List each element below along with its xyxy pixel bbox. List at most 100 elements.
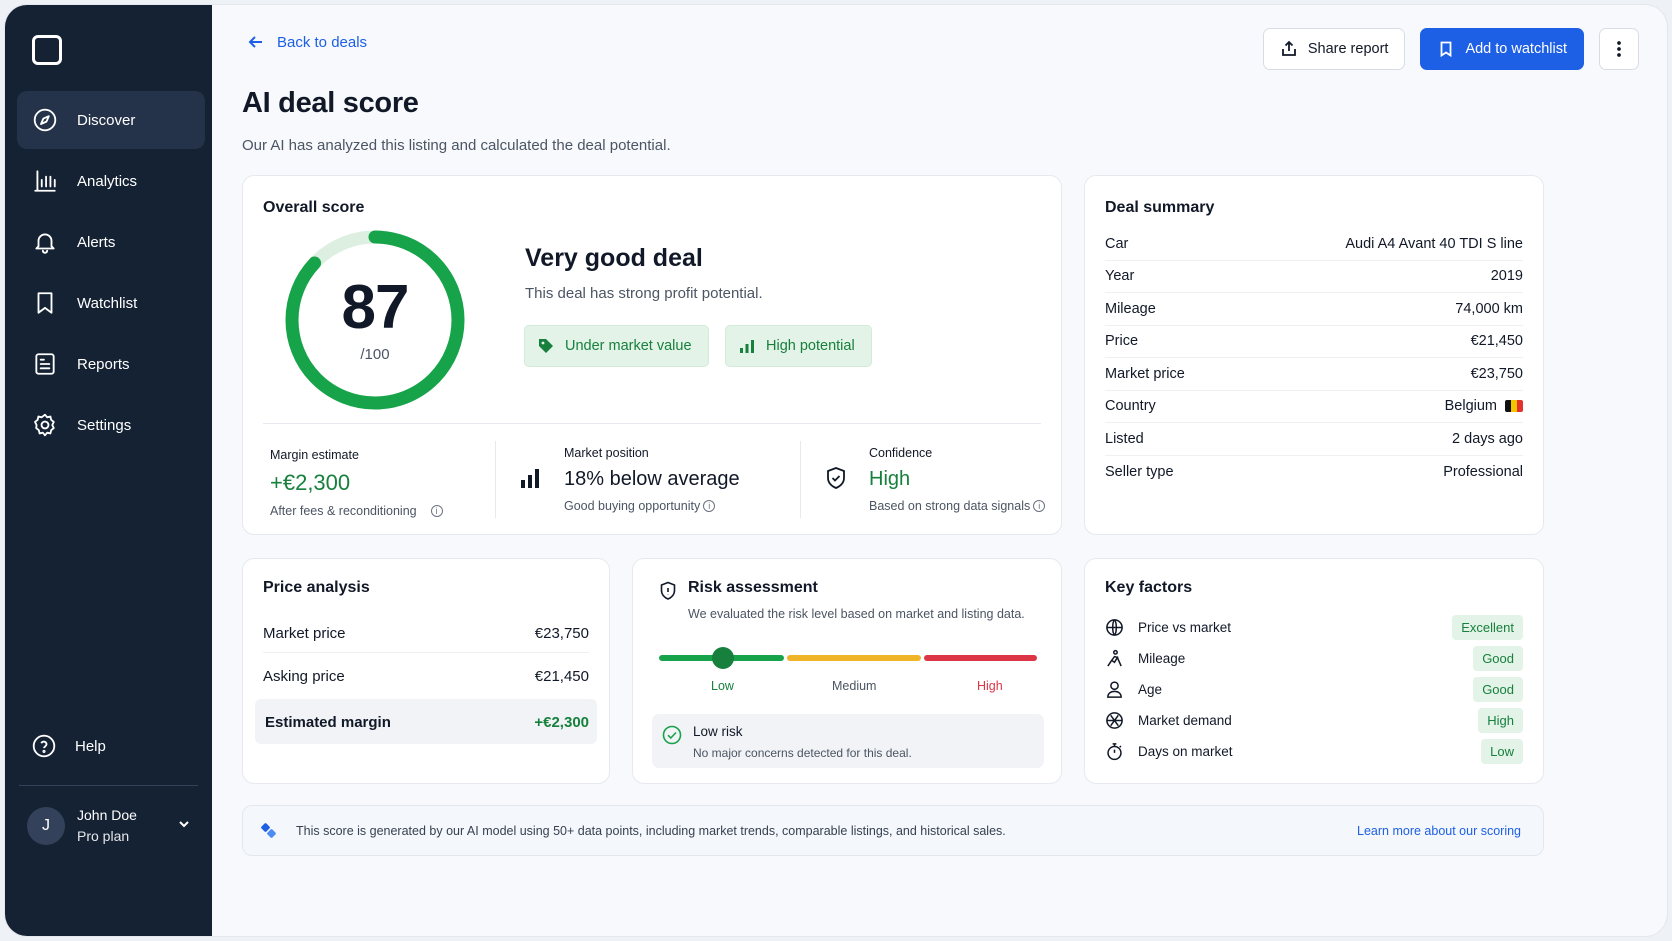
metric-separator	[495, 441, 496, 518]
compass-icon	[31, 106, 59, 134]
high-potential-tag: High potential	[725, 325, 872, 367]
person-icon	[1107, 680, 1122, 698]
verdict-subtitle: This deal has strong profit potential.	[525, 285, 763, 302]
metric-label: Confidence	[869, 446, 933, 460]
sidebar: Discover Analytics Alerts Watchlist Repo…	[5, 5, 212, 936]
sidebar-item-label: Discover	[77, 111, 136, 129]
summary-value-text: 2019	[1490, 268, 1523, 285]
metric-note: After fees & reconditioning i	[270, 504, 443, 518]
risk-label-low: Low	[711, 679, 734, 693]
factor-label: Age	[1138, 681, 1163, 697]
help-link[interactable]: Help	[31, 733, 106, 759]
metric-value: +€2,300	[270, 470, 351, 495]
ai-disclaimer-banner: This score is generated by our AI model …	[242, 805, 1544, 856]
factor-row: Price vs market Excellent	[1105, 614, 1523, 640]
bell-icon	[31, 228, 59, 256]
info-icon[interactable]: i	[430, 505, 443, 517]
risk-label-high: High	[977, 679, 1003, 693]
summary-value: 2019	[1491, 268, 1523, 284]
risk-segment-medium	[787, 655, 921, 661]
risk-result-note: No major concerns detected for this deal…	[693, 746, 912, 760]
factor-row: Age Good	[1105, 676, 1523, 702]
shield-icon	[660, 581, 676, 600]
chevron-down-icon	[177, 817, 191, 836]
card-title: Deal summary	[1105, 199, 1215, 216]
summary-key: Country	[1105, 398, 1156, 415]
back-link[interactable]: Back to deals	[247, 33, 367, 51]
user-name: John Doe	[77, 807, 137, 823]
price-row-label: Asking price	[263, 667, 345, 685]
card-title: Overall score	[263, 199, 365, 216]
price-row-highlight: Estimated margin +€2,300	[263, 710, 589, 734]
sidebar-item-label: Watchlist	[77, 294, 138, 312]
app-window: Discover Analytics Alerts Watchlist Repo…	[5, 5, 1667, 936]
risk-label-medium: Medium	[832, 679, 877, 693]
price-tag-icon	[539, 339, 553, 353]
tag-label: High potential	[766, 338, 855, 354]
confidence-metric: Confidence High Based on strong data sig…	[869, 446, 1046, 513]
factor-row: Mileage Good	[1105, 645, 1523, 671]
metric-note-text: Good buying opportunity	[564, 499, 701, 513]
summary-key: Seller type	[1105, 463, 1174, 480]
metric-value: High	[869, 468, 911, 490]
summary-value-text: Audi A4 Avant 40 TDI S line	[1345, 235, 1523, 252]
metric-separator	[800, 441, 801, 518]
add-to-watchlist-button[interactable]: Add to watchlist	[1420, 28, 1584, 70]
margin-estimate-metric: Margin estimate +€2,300 After fees & rec…	[270, 448, 443, 518]
sidebar-item-discover[interactable]: Discover	[17, 91, 205, 149]
factor-label: Market demand	[1138, 712, 1232, 728]
summary-value-text: €21,450	[1470, 333, 1523, 350]
summary-value-text: 2 days ago	[1452, 430, 1523, 447]
info-icon[interactable]: i	[703, 500, 716, 512]
divider	[263, 652, 589, 653]
price-analysis-card: Price analysis Market price €23,750 Askin…	[242, 558, 610, 784]
price-row-value: +€2,300	[534, 713, 589, 731]
sidebar-item-analytics[interactable]: Analytics	[17, 152, 205, 210]
risk-indicator	[712, 647, 734, 669]
metric-note-text: Based on strong data signals	[869, 499, 1031, 513]
more-options-button[interactable]	[1599, 28, 1639, 70]
deal-verdict: Very good deal	[525, 244, 703, 272]
summary-row: Seller type Professional	[1105, 456, 1523, 489]
share-report-button[interactable]: Share report	[1262, 28, 1406, 70]
back-label: Back to deals	[277, 33, 368, 51]
bookmark-icon	[1441, 41, 1452, 58]
risk-segment-high	[924, 655, 1037, 661]
sidebar-item-label: Settings	[77, 416, 132, 434]
sidebar-item-label: Alerts	[77, 233, 116, 251]
check-circle-icon	[662, 725, 682, 745]
user-menu[interactable]: J John Doe Pro plan	[27, 805, 197, 847]
sidebar-item-reports[interactable]: Reports	[17, 335, 205, 393]
bar-chart-icon	[31, 167, 59, 195]
sidebar-item-alerts[interactable]: Alerts	[17, 213, 205, 271]
risk-subtitle: We evaluated the risk level based on mar…	[688, 607, 1025, 621]
demand-icon	[1106, 711, 1123, 729]
summary-value: 74,000 km	[1455, 301, 1523, 317]
factor-rating: High	[1478, 707, 1523, 733]
summary-key: Year	[1105, 268, 1135, 285]
score-ring	[285, 230, 465, 410]
market-position-metric: Market position 18% below average Good b…	[564, 446, 740, 513]
page-subtitle: Our AI has analyzed this listing and cal…	[242, 137, 671, 154]
score-arc	[285, 230, 465, 410]
app-logo-icon[interactable]	[32, 35, 62, 65]
info-icon[interactable]: i	[1033, 500, 1046, 512]
price-row-value: €21,450	[534, 667, 589, 685]
sidebar-item-watchlist[interactable]: Watchlist	[17, 274, 205, 332]
summary-row: Year 2019	[1105, 261, 1523, 293]
sidebar-item-settings[interactable]: Settings	[17, 396, 205, 454]
risk-assessment-card: Risk assessment We evaluated the risk le…	[632, 558, 1062, 784]
sidebar-divider	[19, 785, 198, 786]
price-row-label: Estimated margin	[265, 713, 391, 731]
summary-row: Country Belgium	[1105, 391, 1523, 423]
card-title: Price analysis	[263, 579, 370, 596]
metric-note-text: After fees & reconditioning	[270, 504, 417, 518]
main-content: Back to deals Share report Add to watchl…	[212, 5, 1667, 936]
score-max: /100	[360, 346, 390, 363]
summary-value: Belgium	[1445, 398, 1523, 414]
shield-icon	[827, 467, 845, 489]
price-row-label: Market price	[263, 624, 346, 642]
learn-more-link[interactable]: Learn more about our scoring	[1357, 823, 1521, 838]
page-title: AI deal score	[242, 87, 419, 119]
help-label: Help	[75, 737, 106, 755]
